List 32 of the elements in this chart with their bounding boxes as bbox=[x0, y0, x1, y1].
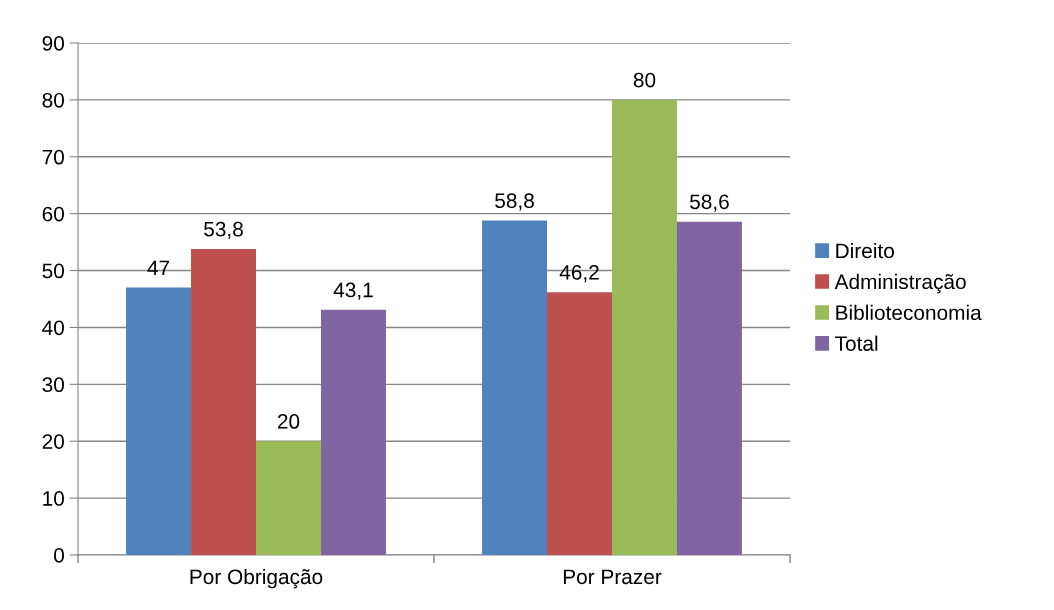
bar bbox=[612, 99, 677, 555]
data-label: 46,2 bbox=[559, 264, 599, 283]
bar bbox=[482, 220, 548, 555]
data-label: 43,1 bbox=[333, 282, 373, 300]
y-tick-label: 20 bbox=[42, 434, 64, 449]
legend-label: Direito bbox=[836, 242, 894, 259]
x-tick-label: Por Obrigação bbox=[190, 568, 323, 589]
data-label: 47 bbox=[147, 260, 170, 275]
legend-label: Total bbox=[835, 335, 878, 351]
y-tick-label: 70 bbox=[42, 149, 64, 165]
y-tick-label: 0 bbox=[54, 548, 64, 563]
y-tick-label: 90 bbox=[42, 36, 64, 51]
bar bbox=[191, 248, 256, 555]
bar bbox=[126, 287, 192, 555]
data-label: 58,8 bbox=[495, 193, 534, 211]
bar bbox=[547, 292, 612, 555]
y-tick-label: 50 bbox=[42, 263, 64, 279]
y-tick-label: 80 bbox=[42, 92, 64, 108]
y-tick-label: 60 bbox=[42, 206, 64, 222]
y-tick-label: 40 bbox=[42, 320, 64, 336]
bar bbox=[676, 221, 742, 555]
legend-label: Administração bbox=[834, 273, 966, 294]
y-tick-label: 30 bbox=[42, 377, 64, 393]
data-label: 80 bbox=[633, 72, 656, 88]
data-label: 20 bbox=[277, 414, 300, 429]
data-label: 53,8 bbox=[204, 221, 243, 239]
bar bbox=[320, 309, 386, 555]
x-tick-label: Por Prazer bbox=[563, 569, 662, 585]
data-label: 58,6 bbox=[690, 194, 729, 212]
bar bbox=[256, 441, 321, 555]
y-tick-label: 10 bbox=[43, 491, 64, 506]
legend-label: Biblioteconomia bbox=[836, 304, 982, 321]
